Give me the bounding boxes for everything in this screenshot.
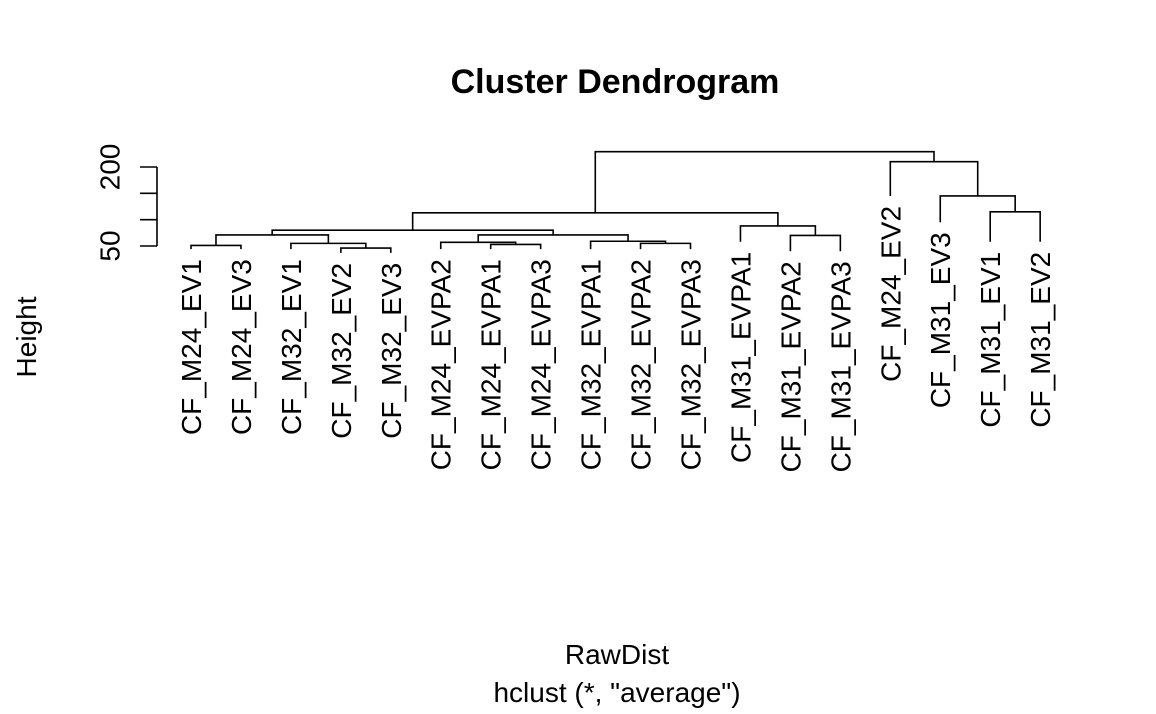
y-tick-group: 50 200 [94, 144, 157, 262]
leaf-label: CF_M24_EV1 [176, 259, 207, 435]
dendrogram-branch [789, 234, 842, 252]
chart-title: Cluster Dendrogram [451, 63, 780, 101]
leaf-label: CF_M24_EVPA1 [476, 259, 507, 470]
dendrogram-branch [889, 160, 979, 196]
leaf-label: CF_M32_EV1 [276, 259, 307, 435]
dendrogram-branch [589, 240, 667, 250]
method-subtitle: hclust (*, "average") [493, 677, 740, 708]
dendrogram-branches [190, 150, 1041, 253]
leaf-label: CF_M31_EV2 [1025, 252, 1056, 428]
y-tick-label: 200 [94, 144, 125, 191]
dendrogram-branch [489, 243, 542, 250]
leaf-label: CF_M31_EV3 [925, 232, 956, 408]
dendrogram-branch [989, 210, 1041, 242]
dendrogram-branch [739, 225, 817, 242]
y-axis: 50 200 Height [11, 144, 158, 377]
dendrogram-branch [439, 241, 517, 250]
dendrogram-branch [594, 150, 935, 213]
leaf-label: CF_M24_EVPA2 [426, 259, 457, 470]
leaf-label: CF_M32_EVPA1 [576, 259, 607, 470]
dendrogram-branch [340, 247, 392, 253]
dendrogram-branch [290, 242, 367, 250]
x-axis-label: RawDist [565, 639, 669, 670]
leaf-label: CF_M32_EVPA3 [676, 259, 707, 470]
leaf-label: CF_M32_EV2 [326, 263, 357, 439]
leaf-label: CF_M31_EVPA2 [775, 261, 806, 472]
leaf-label: CF_M32_EV3 [376, 263, 407, 439]
y-axis-label: Height [11, 296, 42, 377]
leaf-label: CF_M31_EVPA3 [825, 261, 856, 472]
leaf-label: CF_M31_EV1 [975, 252, 1006, 428]
dendrogram-branch [190, 244, 242, 250]
leaf-label: CF_M24_EVPA3 [526, 259, 557, 470]
leaf-label: CF_M32_EVPA2 [626, 259, 657, 470]
leaf-labels: CF_M24_EV1 CF_M24_EV3 CF_M32_EV1 CF_M32_EV2… [176, 206, 1056, 472]
leaf-label: CF_M24_EV2 [875, 206, 906, 382]
dendrogram-branch [411, 212, 779, 231]
dendrogram-branch [939, 195, 1016, 223]
dendrogram-branch [639, 242, 692, 250]
leaf-label: CF_M24_EV3 [226, 259, 257, 435]
y-tick-label: 50 [94, 230, 125, 261]
leaf-label: CF_M31_EVPA1 [725, 252, 756, 463]
